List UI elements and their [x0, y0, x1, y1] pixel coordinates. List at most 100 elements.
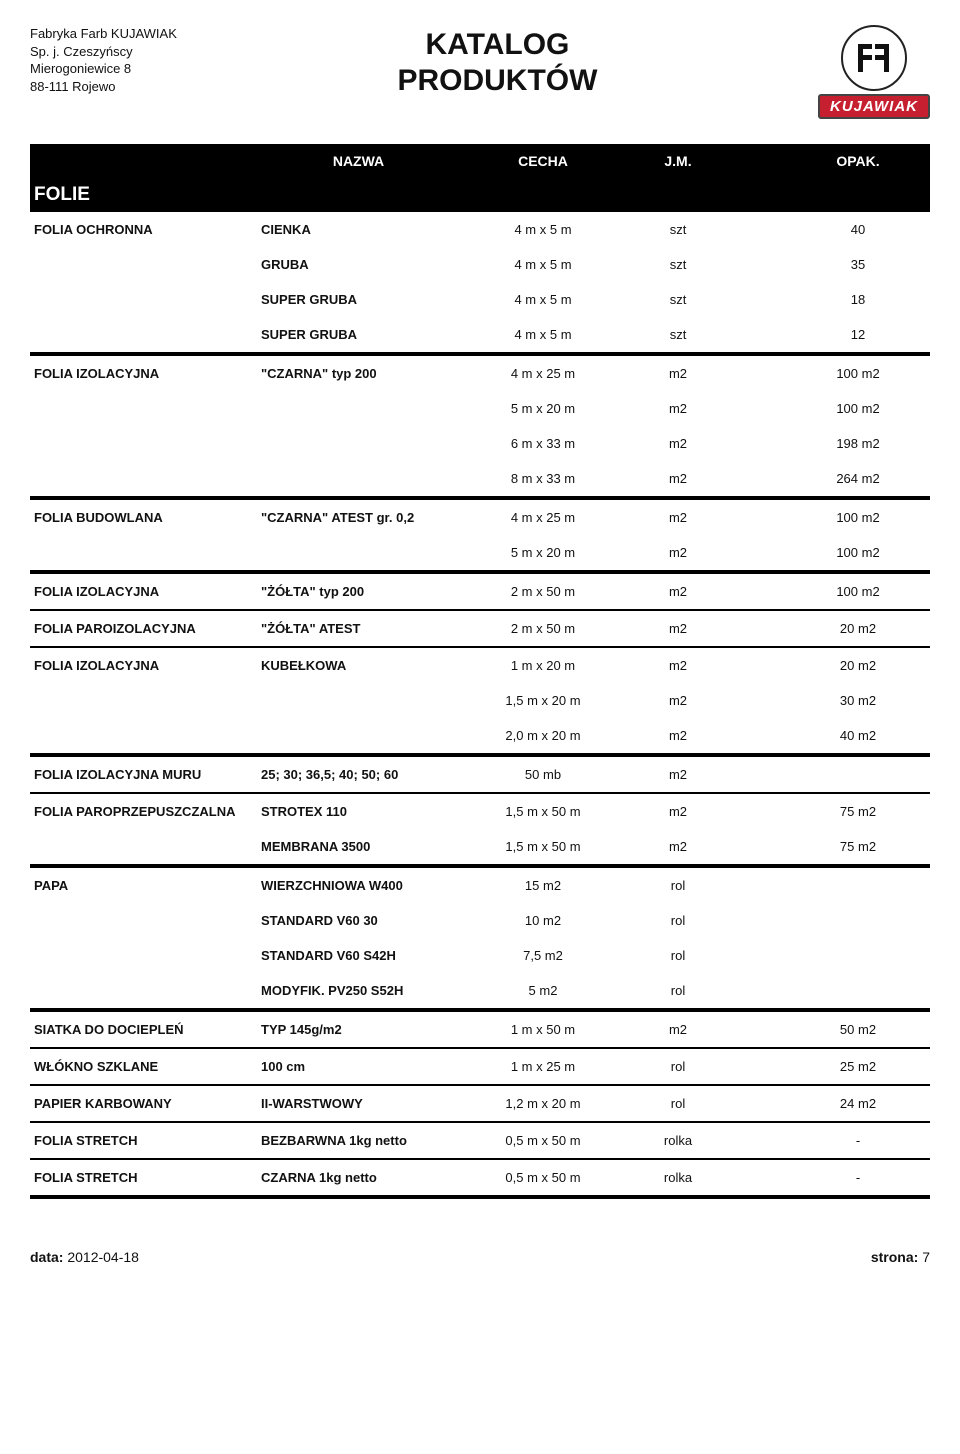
title-line1: KATALOG	[177, 27, 818, 63]
product-feature: STROTEX 110	[255, 793, 462, 829]
logo-circle-icon	[841, 25, 907, 91]
spacer	[732, 829, 786, 866]
table-row: FOLIA IZOLACYJNA"ŻÓŁTA" typ 2002 m x 50 …	[30, 572, 930, 610]
product-name: FOLIA IZOLACYJNA MURU	[30, 755, 255, 793]
brand-logo: KUJAWIAK	[818, 25, 930, 119]
product-jm: m2	[624, 793, 732, 829]
product-size: 1 m x 50 m	[462, 1010, 624, 1048]
product-pack	[786, 973, 930, 1010]
spacer	[732, 903, 786, 938]
product-feature	[255, 426, 462, 461]
company-line4: 88-111 Rojewo	[30, 78, 177, 96]
product-jm: m2	[624, 498, 732, 535]
product-jm: szt	[624, 282, 732, 317]
date-label: data:	[30, 1249, 63, 1265]
product-jm: m2	[624, 426, 732, 461]
product-jm: rol	[624, 866, 732, 903]
product-pack: 35	[786, 247, 930, 282]
product-pack	[786, 903, 930, 938]
col-spacer	[732, 144, 786, 178]
spacer	[732, 793, 786, 829]
product-pack: 12	[786, 317, 930, 354]
table-row: SUPER GRUBA4 m x 5 mszt18	[30, 282, 930, 317]
product-size: 1 m x 20 m	[462, 647, 624, 683]
product-size: 1 m x 25 m	[462, 1048, 624, 1085]
product-size: 2 m x 50 m	[462, 610, 624, 647]
col-name	[30, 144, 255, 178]
product-name: FOLIA STRETCH	[30, 1159, 255, 1197]
spacer	[732, 282, 786, 317]
product-pack: 40 m2	[786, 718, 930, 755]
product-name	[30, 426, 255, 461]
product-feature: MEMBRANA 3500	[255, 829, 462, 866]
spacer	[732, 1010, 786, 1048]
spacer	[732, 938, 786, 973]
product-pack: 264 m2	[786, 461, 930, 498]
spacer	[732, 683, 786, 718]
product-jm: rol	[624, 1085, 732, 1122]
product-feature: II-WARSTWOWY	[255, 1085, 462, 1122]
table-row: MODYFIK. PV250 S52H5 m2rol	[30, 973, 930, 1010]
company-address: Fabryka Farb KUJAWIAK Sp. j. Czeszyńscy …	[30, 25, 177, 95]
table-row: 2,0 m x 20 mm240 m2	[30, 718, 930, 755]
product-pack: -	[786, 1122, 930, 1159]
product-pack: 75 m2	[786, 829, 930, 866]
spacer	[732, 718, 786, 755]
product-size: 7,5 m2	[462, 938, 624, 973]
table-row: STANDARD V60 3010 m2rol	[30, 903, 930, 938]
product-pack	[786, 866, 930, 903]
product-name	[30, 317, 255, 354]
table-row: FOLIA STRETCHCZARNA 1kg netto0,5 m x 50 …	[30, 1159, 930, 1197]
product-feature	[255, 391, 462, 426]
spacer	[732, 391, 786, 426]
logo-banner: KUJAWIAK	[818, 94, 930, 119]
product-feature: "ŻÓŁTA" typ 200	[255, 572, 462, 610]
page-label: strona:	[871, 1249, 918, 1265]
product-feature: KUBEŁKOWA	[255, 647, 462, 683]
product-name: FOLIA IZOLACYJNA	[30, 647, 255, 683]
product-name: FOLIA IZOLACYJNA	[30, 354, 255, 391]
product-jm: m2	[624, 647, 732, 683]
company-line1: Fabryka Farb KUJAWIAK	[30, 25, 177, 43]
product-jm: m2	[624, 1010, 732, 1048]
catalog-title: KATALOG PRODUKTÓW	[177, 27, 818, 99]
product-jm: m2	[624, 829, 732, 866]
spacer	[732, 647, 786, 683]
product-feature: STANDARD V60 S42H	[255, 938, 462, 973]
table-row: 8 m x 33 mm2264 m2	[30, 461, 930, 498]
page-header: Fabryka Farb KUJAWIAK Sp. j. Czeszyńscy …	[30, 25, 930, 119]
product-feature: TYP 145g/m2	[255, 1010, 462, 1048]
spacer	[732, 973, 786, 1010]
product-size: 15 m2	[462, 866, 624, 903]
product-name: FOLIA BUDOWLANA	[30, 498, 255, 535]
product-jm: szt	[624, 247, 732, 282]
product-size: 1,5 m x 20 m	[462, 683, 624, 718]
product-name: PAPA	[30, 866, 255, 903]
product-pack: 18	[786, 282, 930, 317]
spacer	[732, 1122, 786, 1159]
product-name	[30, 903, 255, 938]
product-pack: 100 m2	[786, 498, 930, 535]
col-pack: OPAK.	[786, 144, 930, 178]
table-row: SIATKA DO DOCIEPLEŃTYP 145g/m21 m x 50 m…	[30, 1010, 930, 1048]
table-body: FOLIE FOLIA OCHRONNACIENKA4 m x 5 mszt40…	[30, 178, 930, 1197]
product-size: 1,5 m x 50 m	[462, 793, 624, 829]
product-feature: CIENKA	[255, 212, 462, 247]
product-size: 5 m2	[462, 973, 624, 1010]
product-name: FOLIA IZOLACYJNA	[30, 572, 255, 610]
spacer	[732, 535, 786, 572]
product-jm: szt	[624, 212, 732, 247]
product-name: FOLIA OCHRONNA	[30, 212, 255, 247]
product-jm: m2	[624, 718, 732, 755]
product-pack: 198 m2	[786, 426, 930, 461]
product-name	[30, 718, 255, 755]
product-jm: rol	[624, 1048, 732, 1085]
product-pack: 100 m2	[786, 354, 930, 391]
product-size: 8 m x 33 m	[462, 461, 624, 498]
col-size: CECHA	[462, 144, 624, 178]
spacer	[732, 866, 786, 903]
spacer	[732, 610, 786, 647]
spacer	[732, 755, 786, 793]
product-pack: 100 m2	[786, 391, 930, 426]
product-feature: BEZBARWNA 1kg netto	[255, 1122, 462, 1159]
